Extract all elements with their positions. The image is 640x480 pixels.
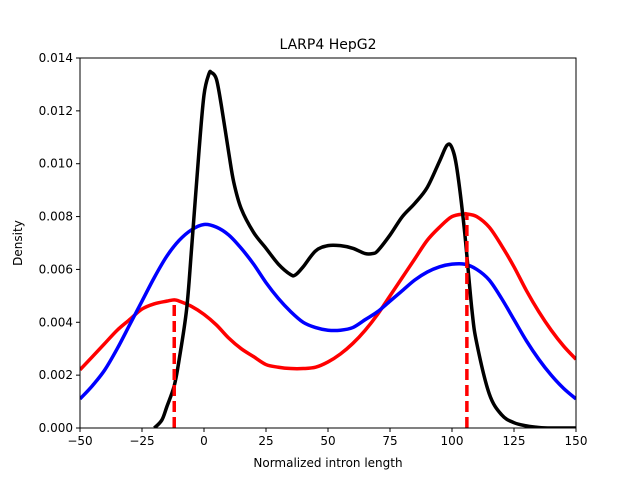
series-line-2: [80, 222, 576, 401]
y-tick-label: 0.004: [39, 315, 73, 329]
y-axis: 0.000 0.002 0.004 0.006 0.008 0.010 0.012 0.014: [39, 51, 80, 435]
x-tick-label: 125: [503, 434, 526, 448]
x-tick-label: 150: [565, 434, 588, 448]
y-tick-label: 0.008: [39, 210, 73, 224]
y-tick-label: 0.010: [39, 157, 73, 171]
x-tick-label: 25: [258, 434, 273, 448]
chart-title: LARP4 HepG2: [279, 37, 376, 53]
x-axis-label: Normalized intron length: [253, 456, 402, 470]
y-tick-label: 0.014: [39, 51, 73, 65]
y-tick-label: 0.002: [39, 368, 73, 382]
series-line-1: [80, 211, 576, 372]
x-tick-label: 50: [320, 434, 335, 448]
plot-vlines: [172, 213, 469, 428]
y-tick-label: 0.006: [39, 262, 73, 276]
x-tick-label: 75: [382, 434, 397, 448]
x-tick-label: 0: [200, 434, 208, 448]
plot-series: [80, 69, 576, 428]
y-axis-label: Density: [11, 220, 25, 266]
y-tick-label: 0.012: [39, 104, 73, 118]
y-tick-label: 0.000: [39, 421, 73, 435]
series-line-3: [153, 69, 576, 428]
x-tick-label: −50: [67, 434, 92, 448]
x-tick-label: −25: [129, 434, 154, 448]
x-axis: −50 −25 0 25 50 75 100 125 150: [67, 428, 587, 448]
x-tick-label: 100: [441, 434, 464, 448]
